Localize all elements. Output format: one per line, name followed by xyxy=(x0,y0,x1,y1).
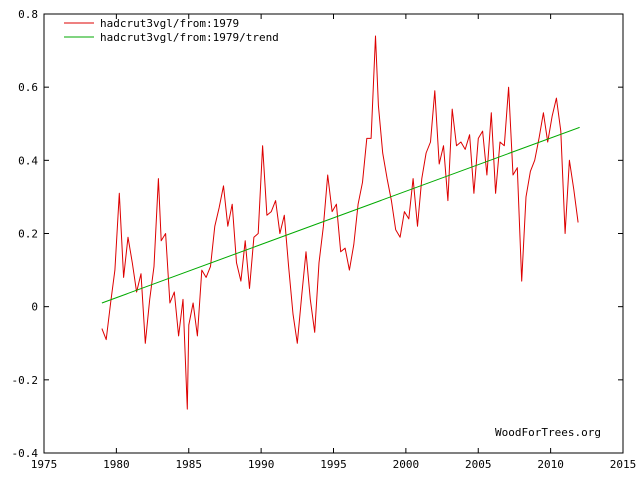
y-tick-label: 0.8 xyxy=(18,8,38,21)
x-tick-label: 1995 xyxy=(320,458,347,471)
series-line-trend xyxy=(101,126,580,304)
x-tick-label: 2000 xyxy=(393,458,420,471)
y-tick-label: 0.2 xyxy=(18,228,38,241)
legend-label-raw: hadcrut3vgl/from:1979 xyxy=(100,17,239,30)
y-tick-label: 0.6 xyxy=(18,81,38,94)
y-tick-label: -0.4 xyxy=(12,447,39,460)
series-line-raw xyxy=(101,35,579,410)
y-axis: -0.4 -0.2 0 0.2 0.4 0.6 0.8 xyxy=(12,8,623,460)
x-tick-label: 1990 xyxy=(248,458,275,471)
legend-label-trend: hadcrut3vgl/from:1979/trend xyxy=(100,31,279,44)
plot-frame xyxy=(43,13,624,454)
legend: hadcrut3vgl/from:1979 hadcrut3vgl/from:1… xyxy=(64,17,279,44)
x-tick-label: 1980 xyxy=(103,458,130,471)
series-layer xyxy=(101,35,580,410)
x-tick-label: 2005 xyxy=(465,458,492,471)
y-tick-label: 0 xyxy=(31,301,38,314)
y-tick-label: 0.4 xyxy=(18,154,38,167)
credit-text: WoodForTrees.org xyxy=(495,426,601,439)
y-tick-label: -0.2 xyxy=(12,374,39,387)
x-tick-label: 1975 xyxy=(31,458,58,471)
x-tick-label: 2010 xyxy=(537,458,564,471)
x-tick-label: 2015 xyxy=(610,458,637,471)
x-tick-label: 1985 xyxy=(176,458,203,471)
x-axis: 1975 1980 1985 1990 1995 2000 2005 2010 2015 xyxy=(31,14,637,471)
